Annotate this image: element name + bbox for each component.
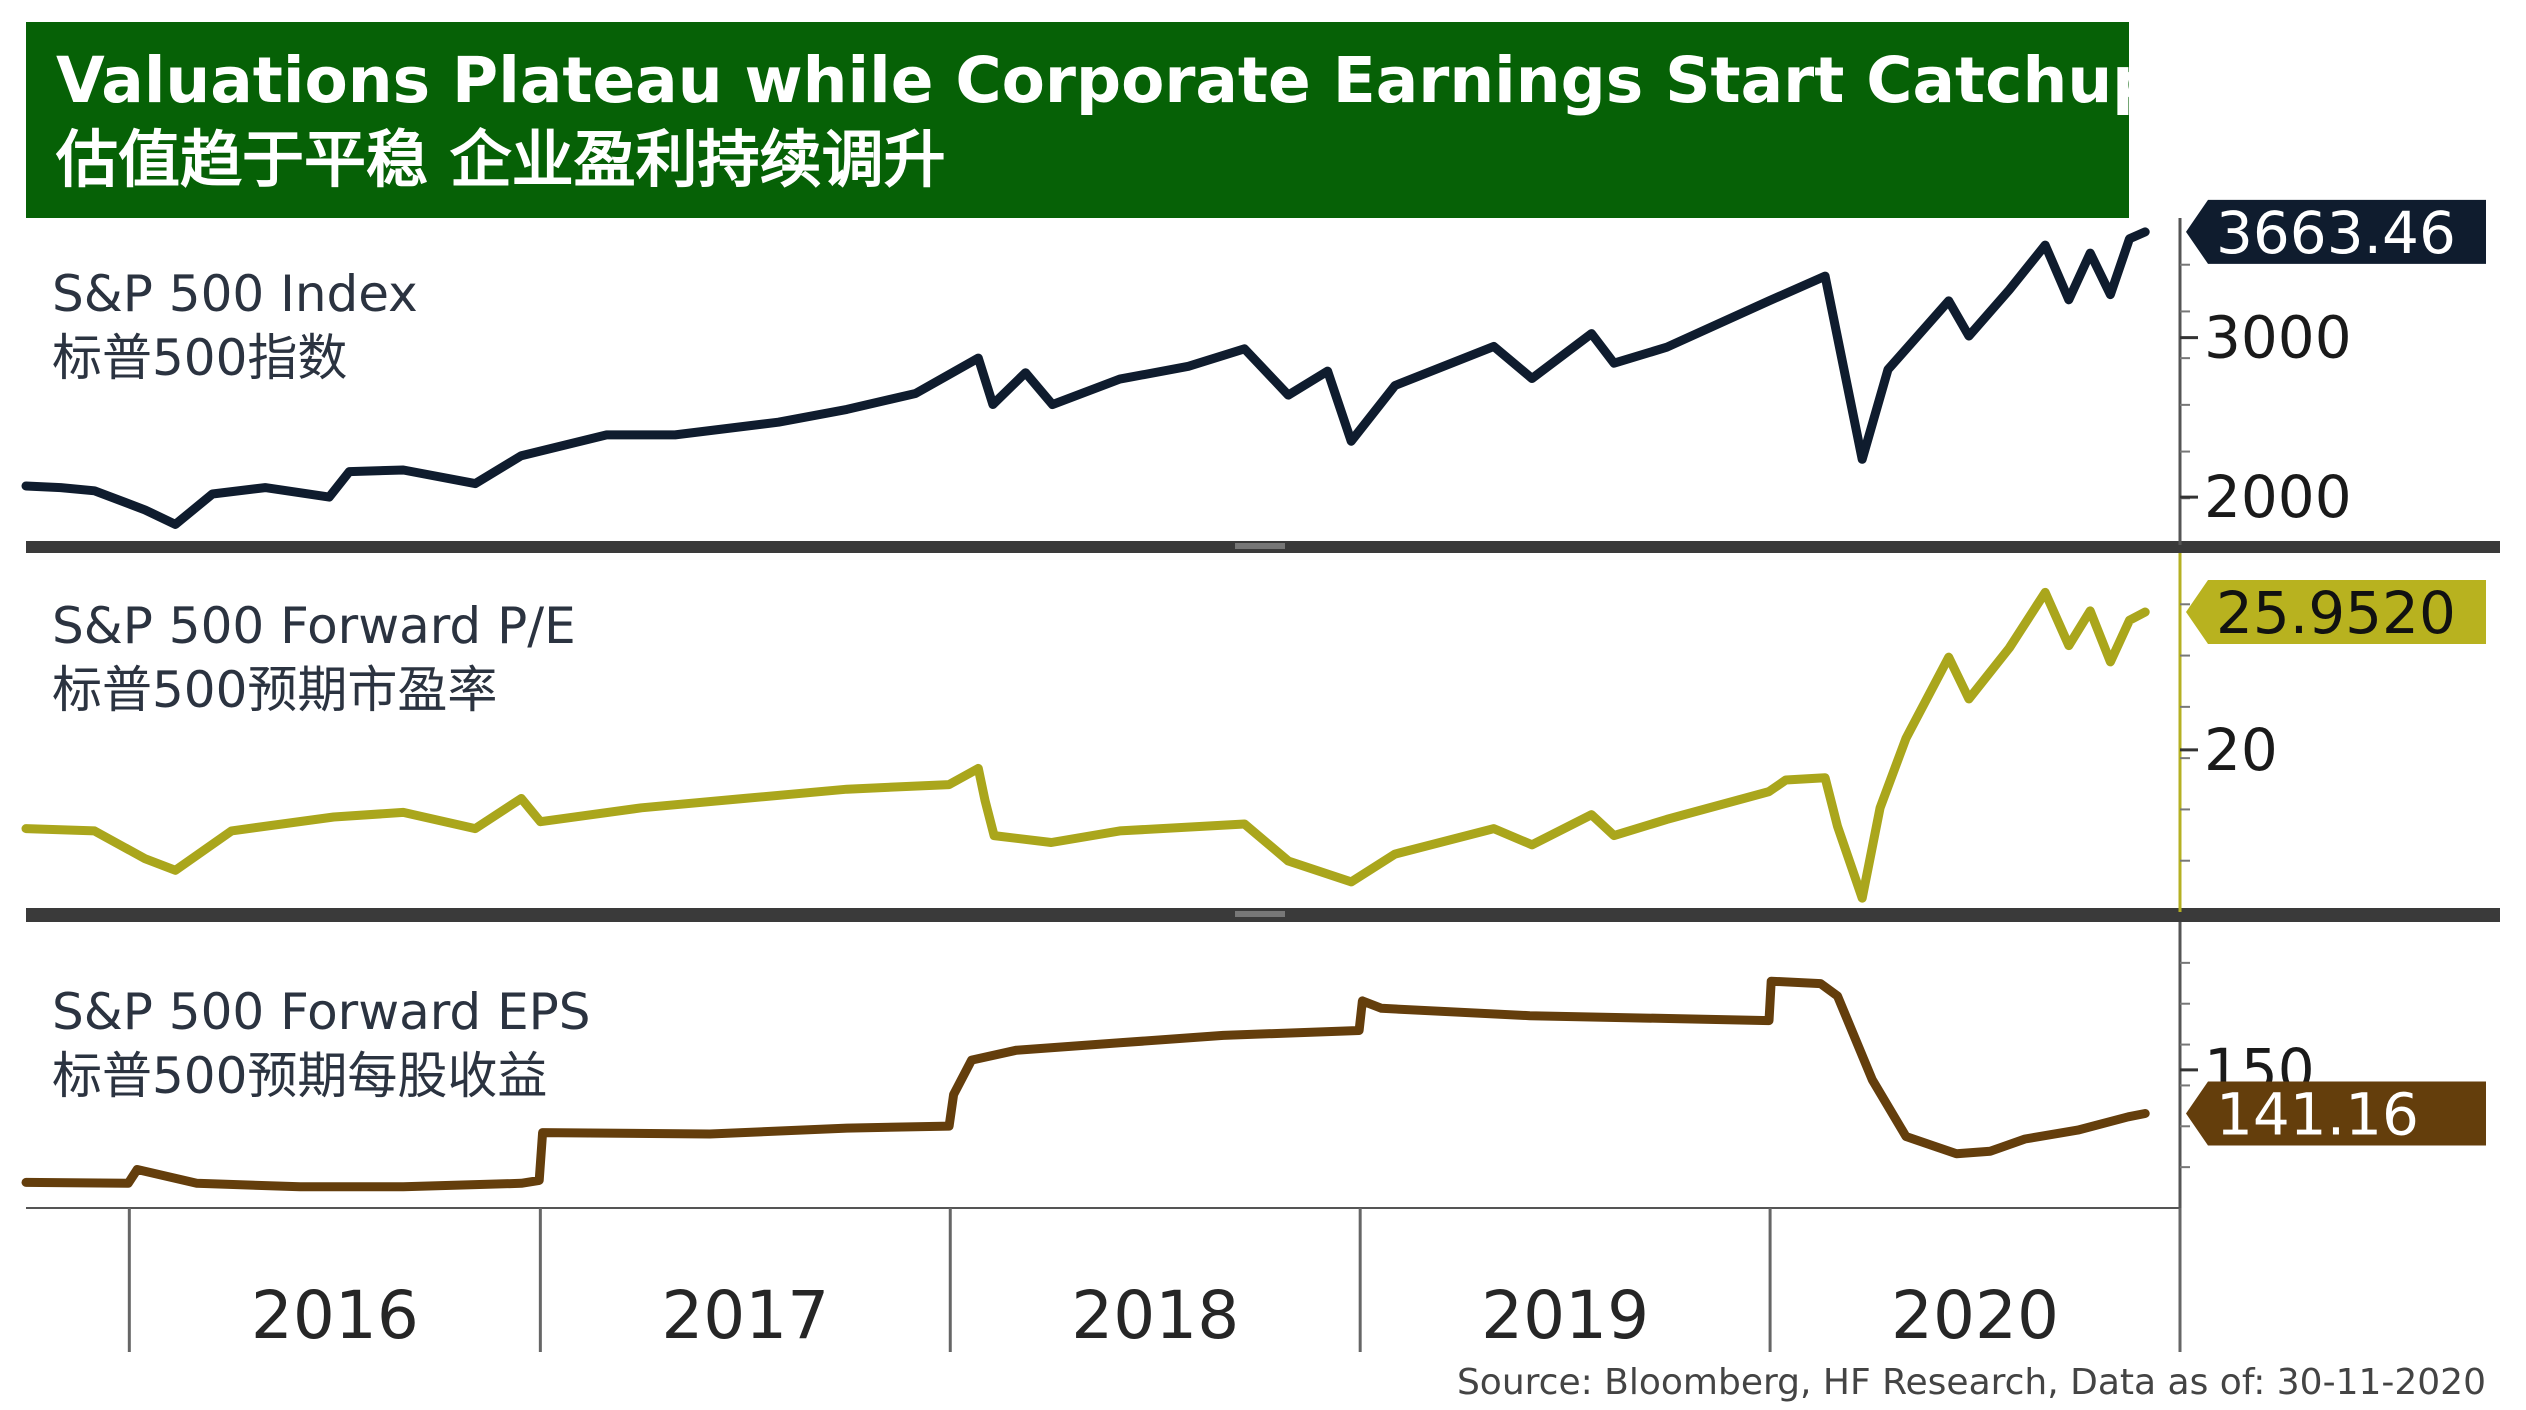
panel-index-label: S&P 500 Index [52,265,418,323]
x-tick-label: 2018 [1071,1277,1239,1354]
panel-pe-label-cn: 标普500预期市盈率 [52,661,498,719]
x-tick-label: 2019 [1481,1277,1649,1354]
panel-eps-label-cn: 标普500预期每股收益 [52,1047,548,1105]
last-value-label: 141.16 [2216,1081,2419,1149]
panel-pe-label: S&P 500 Forward P/E [52,597,576,655]
last-value-label: 25.9520 [2216,579,2456,647]
source-note: Source: Bloomberg, HF Research, Data as … [1456,1362,2486,1403]
chart-title: Valuations Plateau while Corporate Earni… [56,44,2158,117]
x-tick-label: 2020 [1891,1277,2059,1354]
separator-grip [1235,911,1285,917]
separator-grip [1235,543,1285,549]
title-banner: Valuations Plateau while Corporate Earni… [26,22,2158,218]
panel-index-label-cn: 标普500指数 [52,329,348,387]
chart-subtitle: 估值趋于平稳 企业盈利持续调升 [56,123,946,196]
x-tick-label: 2017 [661,1277,829,1354]
panel-eps-label: S&P 500 Forward EPS [52,983,591,1041]
y-tick-label: 2000 [2204,463,2352,531]
last-value-tag [2186,580,2486,645]
y-tick-label: 3000 [2204,304,2352,372]
last-value-tag [2186,199,2486,264]
series-line-index [21,227,2150,529]
y-tick-label: 20 [2204,716,2278,784]
last-value-tag [2186,1081,2486,1146]
series-line-pe [21,587,2150,903]
last-value-label: 3663.46 [2216,199,2456,267]
x-tick-label: 2016 [251,1277,419,1354]
series-line-eps [21,976,2150,1192]
